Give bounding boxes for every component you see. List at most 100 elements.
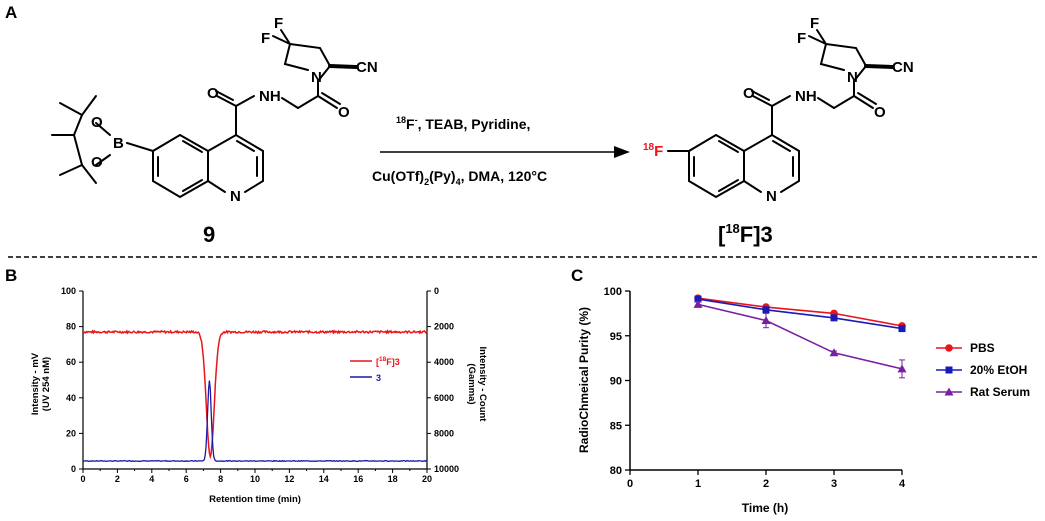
atom-f: F xyxy=(810,15,819,32)
arrowhead-icon xyxy=(614,146,630,158)
x-tick-label: 0 xyxy=(627,478,633,490)
legend-label: Rat Serum xyxy=(970,385,1030,399)
legend-label: 20% EtOH xyxy=(970,363,1027,377)
atom-n: N xyxy=(766,188,777,205)
reaction-conditions-line2: Cu(OTf)2(Py)4, DMA, 120°C xyxy=(372,168,547,187)
product-structure xyxy=(667,29,894,199)
atom-cn: CN xyxy=(356,59,378,76)
y-left-tick-label: 40 xyxy=(66,393,76,403)
atom-18f: 18F xyxy=(643,142,663,160)
data-point xyxy=(761,316,771,325)
y-right-tick-label: 2000 xyxy=(434,322,454,332)
legend-label-18f-3: [18F]3 xyxy=(376,356,400,367)
y-right-tick-label: 10000 xyxy=(434,464,459,474)
y-right-tick-label: 8000 xyxy=(434,428,454,438)
x-tick-label: 10 xyxy=(250,474,260,484)
reaction-conditions-line1: 18F-, TEAB, Pyridine, xyxy=(396,115,530,132)
panel-label-b: B xyxy=(5,266,18,285)
product-atoms: N O NH O N CN F F 18F xyxy=(643,15,914,205)
x-tick-label: 2 xyxy=(763,478,769,490)
x-tick-label: 1 xyxy=(695,478,701,490)
atom-cn: CN xyxy=(892,59,914,76)
x-tick-label: 18 xyxy=(388,474,398,484)
x-tick-label: 4 xyxy=(899,478,906,490)
atom-o: O xyxy=(338,104,350,121)
chart-c-ylabel: RadioChmeical Purity (%) xyxy=(577,307,591,453)
x-tick-label: 20 xyxy=(422,474,432,484)
chart-b-legend: [18F]3 3 xyxy=(350,356,400,383)
legend-label: PBS xyxy=(970,341,995,355)
data-point xyxy=(830,314,838,322)
y-left-tick-label: 80 xyxy=(66,322,76,332)
panel-label-a: A xyxy=(5,3,18,22)
atom-nh: NH xyxy=(259,88,281,105)
chart-c-xlabel: Time (h) xyxy=(742,501,788,515)
y-left-tick-label: 0 xyxy=(71,464,76,474)
y-right-tick-label: 4000 xyxy=(434,357,454,367)
y-tick-label: 95 xyxy=(610,331,622,343)
compound-9-label: 9 xyxy=(203,222,215,247)
legend-marker xyxy=(945,344,953,352)
y-left-tick-label: 60 xyxy=(66,357,76,367)
legend-marker xyxy=(945,366,953,374)
atom-o: O xyxy=(207,85,219,102)
legend-label-3: 3 xyxy=(376,373,381,383)
data-point xyxy=(762,306,770,314)
series-line xyxy=(697,297,903,327)
x-tick-label: 16 xyxy=(353,474,363,484)
reactant-9-structure xyxy=(51,29,358,199)
x-tick-label: 2 xyxy=(115,474,120,484)
atom-b: B xyxy=(113,135,124,152)
compound-18f-3-label: [18F]3 xyxy=(718,221,773,247)
y-right-tick-label: 6000 xyxy=(434,393,454,403)
atom-nh: NH xyxy=(795,88,817,105)
x-tick-label: 3 xyxy=(831,478,837,490)
chart-b-ylabel-left: Intensity - mV(UV 254 nM) xyxy=(30,352,52,415)
trace-3 xyxy=(82,380,428,463)
atom-o: O xyxy=(91,154,103,171)
atom-n: N xyxy=(230,188,241,205)
data-point xyxy=(829,348,839,357)
reactant-9-atoms: N O NH O N CN F F B O O xyxy=(91,15,378,205)
y-tick-label: 90 xyxy=(610,376,622,388)
chart-b-ylabel-right: Intensity - Count(Gamma) xyxy=(466,347,488,423)
y-left-tick-label: 20 xyxy=(66,428,76,438)
atom-f: F xyxy=(261,30,270,47)
chart-b-axes: 0 2 4 6 8 10 12 14 16 18 20 0 20 40 60 80 100 0 2000 4000 60… xyxy=(61,286,459,484)
atom-f: F xyxy=(274,15,283,32)
series-line xyxy=(697,298,903,330)
panel-label-c: C xyxy=(571,266,584,285)
x-tick-label: 0 xyxy=(80,474,85,484)
x-tick-label: 4 xyxy=(149,474,154,484)
x-tick-label: 14 xyxy=(319,474,329,484)
series-line xyxy=(697,303,903,370)
chart-c-legend: PBS 20% EtOH Rat Serum xyxy=(936,341,1030,399)
data-point xyxy=(693,299,703,308)
legend-marker xyxy=(944,387,954,396)
atom-o: O xyxy=(874,104,886,121)
y-tick-label: 100 xyxy=(604,286,622,298)
atom-n: N xyxy=(847,69,858,86)
data-point xyxy=(694,295,702,303)
chart-b-xlabel: Retention time (min) xyxy=(209,494,301,505)
chart-c-axes: 0 1 2 3 4 80 85 90 95 100 xyxy=(604,286,906,490)
x-tick-label: 8 xyxy=(218,474,223,484)
y-left-tick-label: 100 xyxy=(61,286,76,296)
y-tick-label: 80 xyxy=(610,465,622,477)
y-tick-label: 85 xyxy=(610,420,622,432)
atom-o: O xyxy=(743,85,755,102)
y-right-tick-label: 0 xyxy=(434,286,439,296)
data-point xyxy=(897,364,907,373)
x-tick-label: 12 xyxy=(284,474,294,484)
atom-f: F xyxy=(797,30,806,47)
chart-c-series xyxy=(693,294,907,379)
trace-18f-3 xyxy=(82,329,428,460)
data-point xyxy=(898,325,906,333)
atom-n: N xyxy=(311,69,322,86)
atom-o: O xyxy=(91,114,103,131)
x-tick-label: 6 xyxy=(184,474,189,484)
